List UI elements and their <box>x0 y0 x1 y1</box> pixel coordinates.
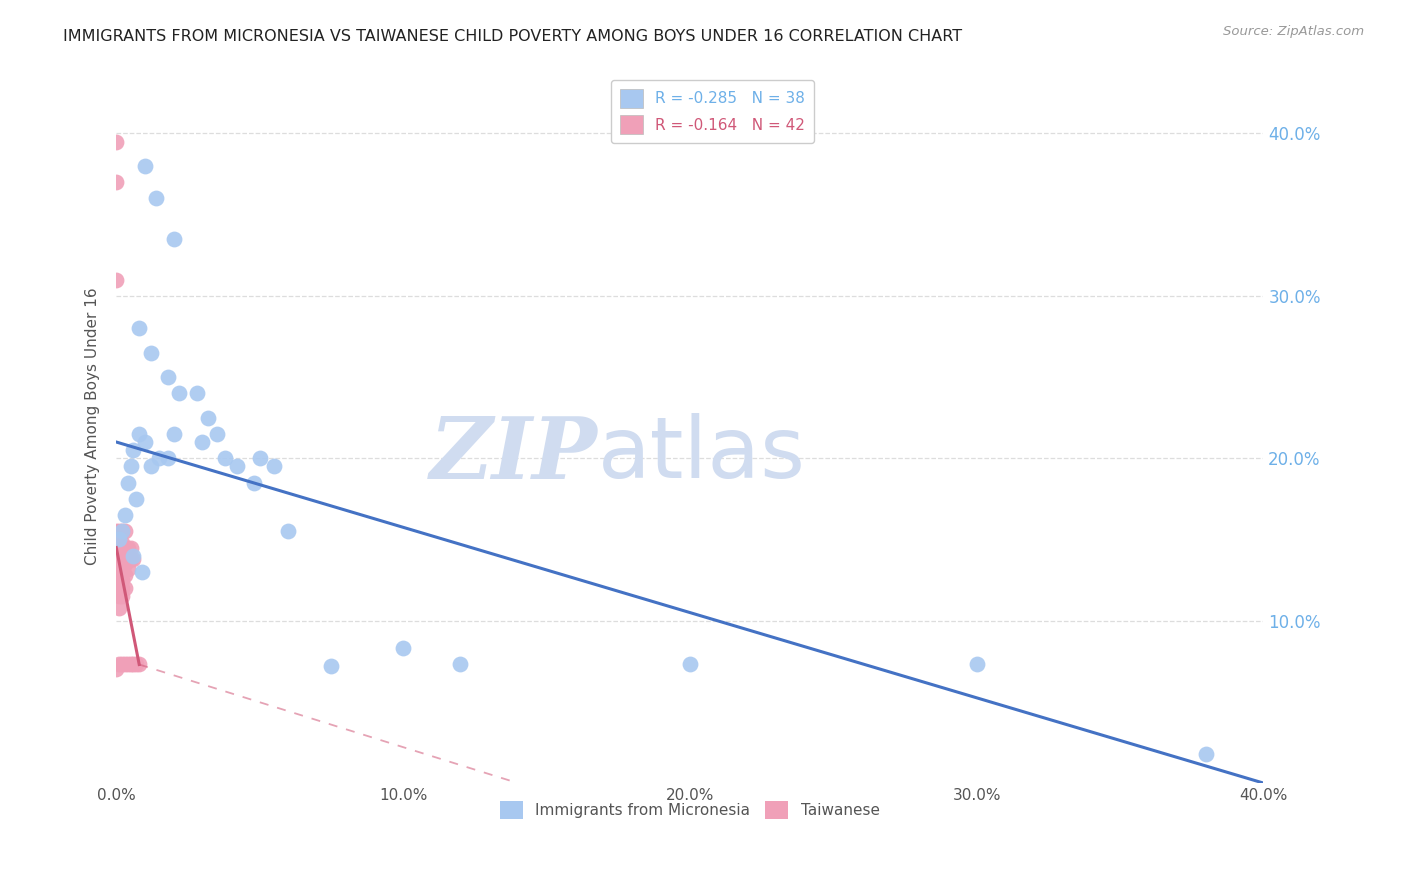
Point <box>120 657 142 672</box>
Point <box>120 541 142 555</box>
Point <box>128 426 150 441</box>
Point <box>105 135 128 149</box>
Point <box>111 524 134 539</box>
Point <box>120 552 142 566</box>
Point <box>128 657 150 672</box>
Point <box>108 524 131 539</box>
Point <box>114 557 136 571</box>
Point <box>117 562 139 576</box>
Point <box>1195 747 1218 761</box>
Point <box>108 584 131 599</box>
Point <box>156 451 179 466</box>
Point <box>243 475 266 490</box>
Point <box>162 426 184 441</box>
Point <box>122 443 145 458</box>
Point <box>114 524 136 539</box>
Point <box>145 191 167 205</box>
Point <box>134 435 156 450</box>
Point <box>108 545 131 559</box>
Point <box>114 581 136 595</box>
Point <box>139 345 162 359</box>
Point <box>122 552 145 566</box>
Point <box>134 159 156 173</box>
Point <box>111 573 134 587</box>
Point <box>117 475 139 490</box>
Point <box>117 541 139 555</box>
Point <box>108 552 131 566</box>
Point <box>392 641 415 656</box>
Point <box>105 662 128 676</box>
Point <box>111 549 134 563</box>
Point <box>111 524 134 539</box>
Point <box>105 175 128 189</box>
Point <box>111 535 134 549</box>
Point <box>114 657 136 672</box>
Point <box>131 565 153 579</box>
Point <box>108 600 131 615</box>
Point <box>108 535 131 549</box>
Point <box>449 657 471 672</box>
Point <box>191 435 214 450</box>
Point <box>122 657 145 672</box>
Point <box>125 491 148 506</box>
Point <box>111 581 134 595</box>
Text: ZIP: ZIP <box>430 413 598 496</box>
Point <box>114 549 136 563</box>
Point <box>111 557 134 571</box>
Point <box>225 459 247 474</box>
Point <box>111 589 134 603</box>
Point <box>205 426 228 441</box>
Point <box>120 459 142 474</box>
Point <box>966 657 988 672</box>
Point <box>117 657 139 672</box>
Point <box>277 524 299 539</box>
Point <box>263 459 285 474</box>
Point <box>108 589 131 603</box>
Point <box>186 386 208 401</box>
Point <box>108 657 131 672</box>
Point <box>122 549 145 563</box>
Point <box>148 451 170 466</box>
Point <box>128 321 150 335</box>
Point <box>108 565 131 579</box>
Point <box>114 508 136 522</box>
Point <box>162 232 184 246</box>
Point <box>169 386 191 401</box>
Point <box>114 568 136 582</box>
Point <box>214 451 236 466</box>
Point <box>108 573 131 587</box>
Point <box>197 410 219 425</box>
Point <box>108 533 131 547</box>
Point <box>114 541 136 555</box>
Point <box>249 451 271 466</box>
Point <box>111 657 134 672</box>
Point <box>321 659 343 673</box>
Point <box>105 272 128 286</box>
Point <box>111 565 134 579</box>
Point <box>156 370 179 384</box>
Text: Source: ZipAtlas.com: Source: ZipAtlas.com <box>1223 25 1364 38</box>
Point <box>125 657 148 672</box>
Point <box>139 459 162 474</box>
Text: atlas: atlas <box>598 413 806 496</box>
Point <box>679 657 702 672</box>
Text: IMMIGRANTS FROM MICRONESIA VS TAIWANESE CHILD POVERTY AMONG BOYS UNDER 16 CORREL: IMMIGRANTS FROM MICRONESIA VS TAIWANESE … <box>63 29 962 44</box>
Y-axis label: Child Poverty Among Boys Under 16: Child Poverty Among Boys Under 16 <box>86 287 100 565</box>
Point <box>105 524 128 539</box>
Point <box>117 552 139 566</box>
Legend: Immigrants from Micronesia, Taiwanese: Immigrants from Micronesia, Taiwanese <box>494 795 886 825</box>
